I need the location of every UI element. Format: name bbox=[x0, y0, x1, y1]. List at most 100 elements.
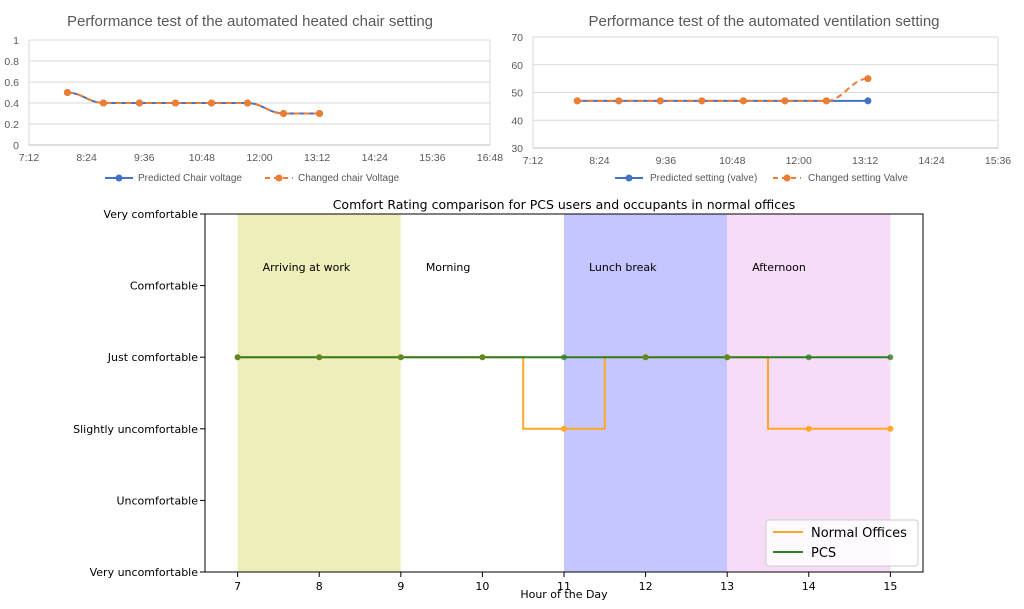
ventilation-chart-title: Performance test of the automated ventil… bbox=[588, 13, 939, 30]
period-band bbox=[727, 214, 891, 572]
data-point-series-2 bbox=[656, 97, 664, 105]
legend-marker-changed-valve bbox=[783, 174, 791, 182]
data-point-series-2 bbox=[822, 97, 830, 105]
normal-offices-point bbox=[887, 425, 894, 432]
data-point-series-2 bbox=[698, 97, 706, 105]
period-band bbox=[237, 214, 401, 572]
x-tick-label: 9 bbox=[397, 580, 404, 593]
y-tick-label: 60 bbox=[511, 60, 523, 72]
pcs-point bbox=[887, 354, 894, 361]
x-tick-label: 11 bbox=[557, 580, 571, 593]
x-tick-label: 9:36 bbox=[656, 155, 677, 167]
data-point-series-2 bbox=[63, 89, 71, 96]
period-label: Afternoon bbox=[752, 261, 806, 274]
data-point-series-2 bbox=[781, 97, 789, 105]
comfort-chart-title: Comfort Rating comparison for PCS users … bbox=[333, 197, 796, 212]
y-tick-label: 0.2 bbox=[4, 119, 19, 131]
data-point-series-2 bbox=[99, 99, 107, 107]
period-band bbox=[400, 214, 564, 572]
y-tick-label: Very comfortable bbox=[104, 208, 199, 221]
x-tick-label: 8:24 bbox=[589, 155, 610, 167]
normal-offices-point bbox=[805, 425, 812, 432]
x-tick-label: 7 bbox=[234, 580, 241, 593]
data-point-series-2 bbox=[243, 99, 251, 107]
legend-label-normal-offices: Normal Offices bbox=[811, 526, 907, 541]
y-tick-label: 30 bbox=[511, 143, 523, 155]
data-point-series-2 bbox=[739, 97, 747, 105]
y-tick-label: 0 bbox=[13, 140, 19, 152]
y-tick-label: Comfortable bbox=[130, 280, 198, 293]
legend-label-pcs: PCS bbox=[811, 546, 836, 561]
data-point-series-2 bbox=[615, 97, 623, 105]
x-tick-label: 10 bbox=[475, 580, 489, 593]
pcs-point bbox=[561, 354, 567, 361]
y-tick-label: 50 bbox=[511, 88, 523, 100]
pcs-point bbox=[397, 354, 404, 361]
y-tick-label: Uncomfortable bbox=[116, 494, 198, 507]
y-tick-label: Very uncomfortable bbox=[90, 566, 199, 579]
x-tick-label: 10:48 bbox=[189, 152, 215, 164]
legend-label-changed-valve: Changed setting Valve bbox=[808, 173, 908, 184]
comfort-rating-chart: Comfort Rating comparison for PCS users … bbox=[73, 197, 924, 601]
legend-label-predicted-valve: Predicted setting (valve) bbox=[650, 173, 757, 184]
heated-chair-legend: Predicted Chair voltage Changed chair Vo… bbox=[105, 173, 400, 184]
pcs-point bbox=[724, 354, 731, 361]
x-tick-label: 13:12 bbox=[852, 155, 878, 167]
y-tick-label: 0.4 bbox=[4, 98, 19, 110]
x-tick-label: 14:24 bbox=[362, 152, 388, 164]
x-tick-label: 12 bbox=[639, 580, 653, 593]
legend-label-changed-chair: Changed chair Voltage bbox=[298, 173, 400, 184]
data-point-series-2 bbox=[864, 75, 872, 83]
x-tick-label: 13 bbox=[720, 580, 734, 593]
x-tick-label: 9:36 bbox=[134, 152, 155, 164]
y-tick-label: Just comfortable bbox=[107, 351, 198, 364]
x-tick-label: 8:24 bbox=[76, 152, 97, 164]
period-label: Lunch break bbox=[589, 261, 657, 274]
heated-chair-chart-title: Performance test of the automated heated… bbox=[67, 13, 433, 30]
x-tick-label: 16:48 bbox=[477, 152, 503, 164]
x-tick-label: 14 bbox=[802, 580, 816, 593]
heated-chair-chart: Performance test of the automated heated… bbox=[4, 13, 503, 184]
legend-marker-changed-chair bbox=[275, 174, 283, 182]
heated-chair-plot-frame bbox=[28, 39, 491, 146]
pcs-point bbox=[642, 354, 649, 361]
y-tick-label: 0.8 bbox=[4, 56, 19, 68]
x-tick-label: 12:00 bbox=[786, 155, 812, 167]
y-tick-label: 40 bbox=[511, 115, 523, 127]
x-tick-label: 14:24 bbox=[918, 155, 944, 167]
data-point-series-1 bbox=[864, 97, 872, 105]
x-tick-label: 10:48 bbox=[719, 155, 745, 167]
y-tick-label: 1 bbox=[13, 35, 19, 47]
x-tick-label: 12:00 bbox=[246, 152, 272, 164]
y-tick-label: Slightly uncomfortable bbox=[73, 423, 198, 436]
x-tick-label: 15 bbox=[883, 580, 897, 593]
data-point-series-2 bbox=[171, 99, 179, 107]
data-point-series-2 bbox=[207, 99, 215, 107]
y-tick-label: 0.6 bbox=[4, 77, 19, 89]
y-tick-label: 70 bbox=[511, 32, 523, 44]
comfort-legend-box bbox=[765, 519, 919, 567]
legend-marker-predicted-valve bbox=[625, 174, 633, 182]
pcs-point bbox=[234, 354, 241, 361]
period-label: Morning bbox=[426, 261, 471, 274]
legend-marker-predicted-chair bbox=[115, 174, 123, 182]
comfort-legend: Normal Offices PCS bbox=[765, 519, 919, 567]
period-band bbox=[564, 214, 728, 572]
data-point-series-2 bbox=[573, 97, 581, 105]
pcs-point bbox=[805, 354, 812, 361]
data-point-series-2 bbox=[316, 110, 324, 117]
normal-offices-line bbox=[237, 356, 891, 430]
ventilation-legend: Predicted setting (valve) Changed settin… bbox=[615, 173, 908, 184]
legend-label-predicted-chair: Predicted Chair voltage bbox=[138, 173, 242, 184]
normal-offices-point bbox=[561, 425, 567, 432]
ventilation-chart: Performance test of the automated ventil… bbox=[511, 13, 1011, 184]
x-tick-label: 15:36 bbox=[985, 155, 1011, 167]
x-tick-label: 7:12 bbox=[19, 152, 40, 164]
series-line-2 bbox=[577, 77, 869, 102]
data-point-series-2 bbox=[280, 110, 288, 117]
comfort-x-axis-label: Hour of the Day bbox=[520, 588, 608, 601]
pcs-point bbox=[316, 354, 323, 361]
x-tick-label: 13:12 bbox=[304, 152, 330, 164]
x-tick-label: 7:12 bbox=[523, 155, 544, 167]
